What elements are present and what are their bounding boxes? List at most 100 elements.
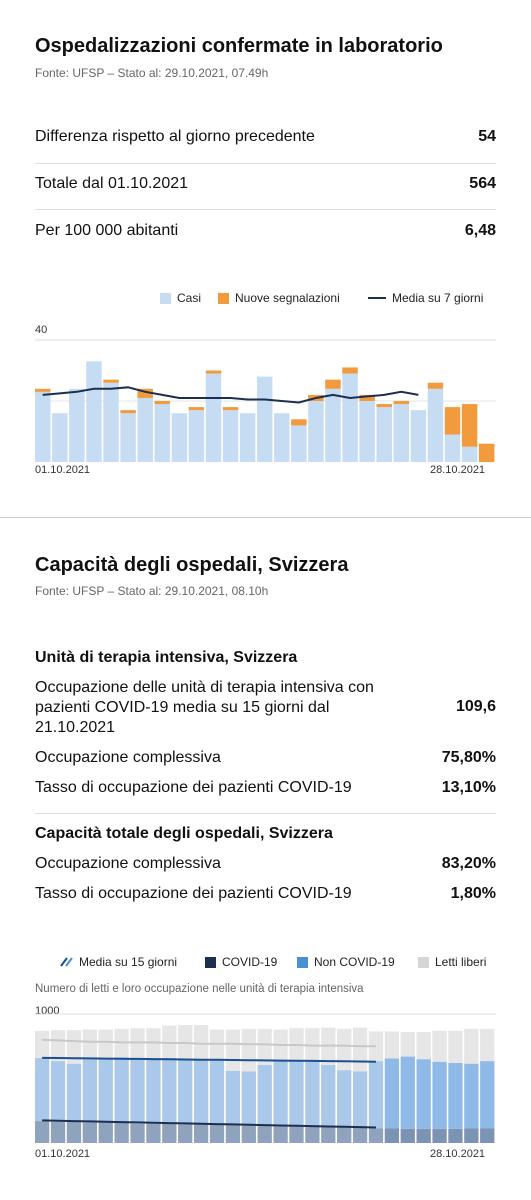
- bar-covid: [321, 1126, 336, 1143]
- hosp-row-total-value: 564: [469, 175, 496, 192]
- icu-total-label: Occupazione complessiva: [35, 749, 221, 766]
- icu-chart: [35, 1013, 496, 1143]
- bar-noncovid: [352, 1071, 368, 1127]
- bar-noncovid: [337, 1070, 352, 1127]
- bar-noncovid: [368, 1061, 384, 1129]
- bar-noncovid: [321, 1064, 336, 1127]
- hosp-cap-title: Capacità totale degli ospedali, Svizzera: [35, 825, 333, 842]
- legend-new-label: Nuove segnalazioni: [235, 291, 340, 305]
- legend-avg15[interactable]: Media su 15 giorni: [60, 955, 177, 969]
- legend-cases[interactable]: Casi: [160, 291, 201, 305]
- bar-cases: [205, 373, 222, 462]
- bar-new-reports: [188, 407, 205, 411]
- divider: [35, 813, 496, 814]
- bar-covid: [384, 1128, 400, 1143]
- bar-covid: [305, 1126, 320, 1143]
- icu-covid-row: Tasso di occupazione dei pazienti COVID-…: [35, 779, 496, 797]
- bar-noncovid: [193, 1059, 209, 1125]
- bar-new-reports: [137, 388, 153, 398]
- icu-total-row: Occupazione complessiva 75,80%: [35, 749, 496, 767]
- bar-new-reports: [393, 401, 410, 405]
- bar-covid: [368, 1128, 384, 1143]
- legend-noncovid[interactable]: Non COVID-19: [297, 955, 395, 969]
- line-avg15-total: [42, 1038, 376, 1048]
- bar-covid: [480, 1128, 495, 1143]
- bar-covid: [400, 1128, 415, 1143]
- legend-avg7-label: Media su 7 giorni: [392, 291, 484, 305]
- bar-new-reports: [444, 407, 461, 435]
- bar-noncovid: [384, 1058, 400, 1129]
- bar-cases: [86, 361, 102, 462]
- bar-covid: [273, 1126, 288, 1143]
- chart1-ytick: 40: [35, 324, 48, 336]
- bar-free-beds: [35, 1030, 50, 1058]
- bar-covid: [130, 1123, 145, 1143]
- legend-avg7[interactable]: Media su 7 giorni: [368, 291, 483, 305]
- bar-new-reports: [342, 367, 358, 374]
- legend-new[interactable]: Nuove segnalazioni: [218, 291, 340, 305]
- line-avg15-occupied: [42, 1056, 377, 1063]
- bar-new-reports: [461, 404, 478, 447]
- bar-free-beds: [432, 1030, 447, 1062]
- bar-noncovid: [130, 1057, 145, 1124]
- bar-cases: [103, 382, 119, 462]
- chart1-x-start: 01.10.2021: [35, 464, 91, 476]
- bar-noncovid: [66, 1063, 82, 1122]
- bar-cases: [393, 404, 410, 462]
- hosp-row-total-label: Totale dal 01.10.2021: [35, 175, 189, 192]
- bar-cases: [342, 373, 358, 462]
- bar-free-beds: [225, 1029, 241, 1071]
- hosp-source: Fonte: UFSP – Stato al: 29.10.2021, 07.4…: [35, 66, 269, 80]
- bar-cases: [376, 407, 392, 462]
- bar-covid: [114, 1123, 129, 1143]
- bar-cases: [308, 401, 324, 462]
- bar-cases: [239, 413, 256, 462]
- bar-noncovid: [480, 1061, 495, 1129]
- bar-covid: [257, 1125, 272, 1143]
- bar-cases: [69, 388, 85, 462]
- bar-new-reports: [291, 419, 307, 426]
- bar-cases: [222, 410, 239, 462]
- bar-cases: [274, 413, 290, 462]
- bar-free-beds: [146, 1028, 161, 1060]
- bar-cases: [154, 404, 170, 462]
- bar-covid: [162, 1123, 177, 1143]
- legend-free-label: Letti liberi: [435, 955, 487, 969]
- bar-covid: [416, 1128, 431, 1143]
- hosp-row-diff-value: 54: [478, 128, 496, 145]
- bar-free-beds: [82, 1029, 97, 1060]
- bar-covid: [432, 1128, 447, 1143]
- hosp-row-total: Totale dal 01.10.2021 564: [35, 175, 496, 193]
- bar-new-reports: [154, 401, 170, 405]
- bar-cases: [256, 376, 273, 462]
- icu-title: Unità di terapia intensiva, Svizzera: [35, 649, 298, 666]
- bar-noncovid: [241, 1071, 256, 1126]
- bar-cases: [188, 410, 205, 462]
- bar-covid: [35, 1121, 50, 1143]
- legend-cases-label: Casi: [177, 291, 202, 305]
- bar-noncovid: [225, 1070, 241, 1125]
- icu-avg-value: 109,6: [455, 698, 496, 715]
- cap-chart-caption: Numero di letti e loro occupazione nelle…: [35, 983, 364, 995]
- bar-covid: [225, 1124, 241, 1143]
- bar-new-reports: [478, 443, 495, 462]
- bar-cases: [137, 397, 153, 462]
- bar-new-reports: [120, 410, 136, 414]
- legend-free[interactable]: Letti liberi: [418, 955, 486, 969]
- bar-free-beds: [50, 1030, 66, 1062]
- hosp-cap-covid-label: Tasso di occupazione dei pazienti COVID-…: [35, 885, 352, 902]
- bar-covid: [337, 1126, 352, 1143]
- cap-title: Capacità degli ospedali, Svizzera: [35, 554, 349, 576]
- legend-covid[interactable]: COVID-19: [205, 955, 277, 969]
- avg15-icon: [60, 957, 73, 967]
- bar-noncovid: [289, 1060, 304, 1127]
- bar-cases: [427, 388, 444, 462]
- bar-free-beds: [480, 1028, 495, 1062]
- bar-noncovid: [114, 1057, 129, 1124]
- bar-cases: [171, 413, 188, 462]
- bar-covid: [146, 1123, 161, 1143]
- hosp-row-per100k-label: Per 100 000 abitanti: [35, 222, 179, 239]
- bar-free-beds: [448, 1030, 463, 1064]
- icu-covid-label: Tasso di occupazione dei pazienti COVID-…: [35, 779, 352, 796]
- bar-covid: [66, 1121, 82, 1143]
